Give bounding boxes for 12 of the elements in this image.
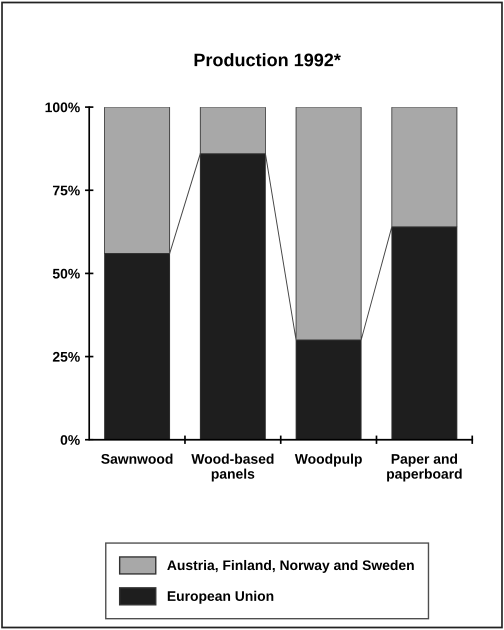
x-tick-label: Paper and paperboard	[387, 454, 462, 482]
x-tick-label: Wood-based panels	[191, 454, 274, 482]
legend-label: European Union	[168, 590, 274, 604]
y-tick-label: 100%	[46, 102, 80, 112]
x-tick-label: Sawnwood	[101, 454, 172, 464]
y-tick-label: 75%	[52, 186, 80, 196]
x-tick-label: Woodpulp	[294, 454, 362, 467]
y-tick-label: 25%	[52, 352, 80, 362]
y-tick-label: 50%	[52, 268, 80, 279]
legend-label: Austria, Finland, Norway and Sweden	[167, 560, 414, 573]
y-tick-label: 0%	[60, 435, 80, 445]
chart-title: Production 1992*	[194, 53, 341, 66]
